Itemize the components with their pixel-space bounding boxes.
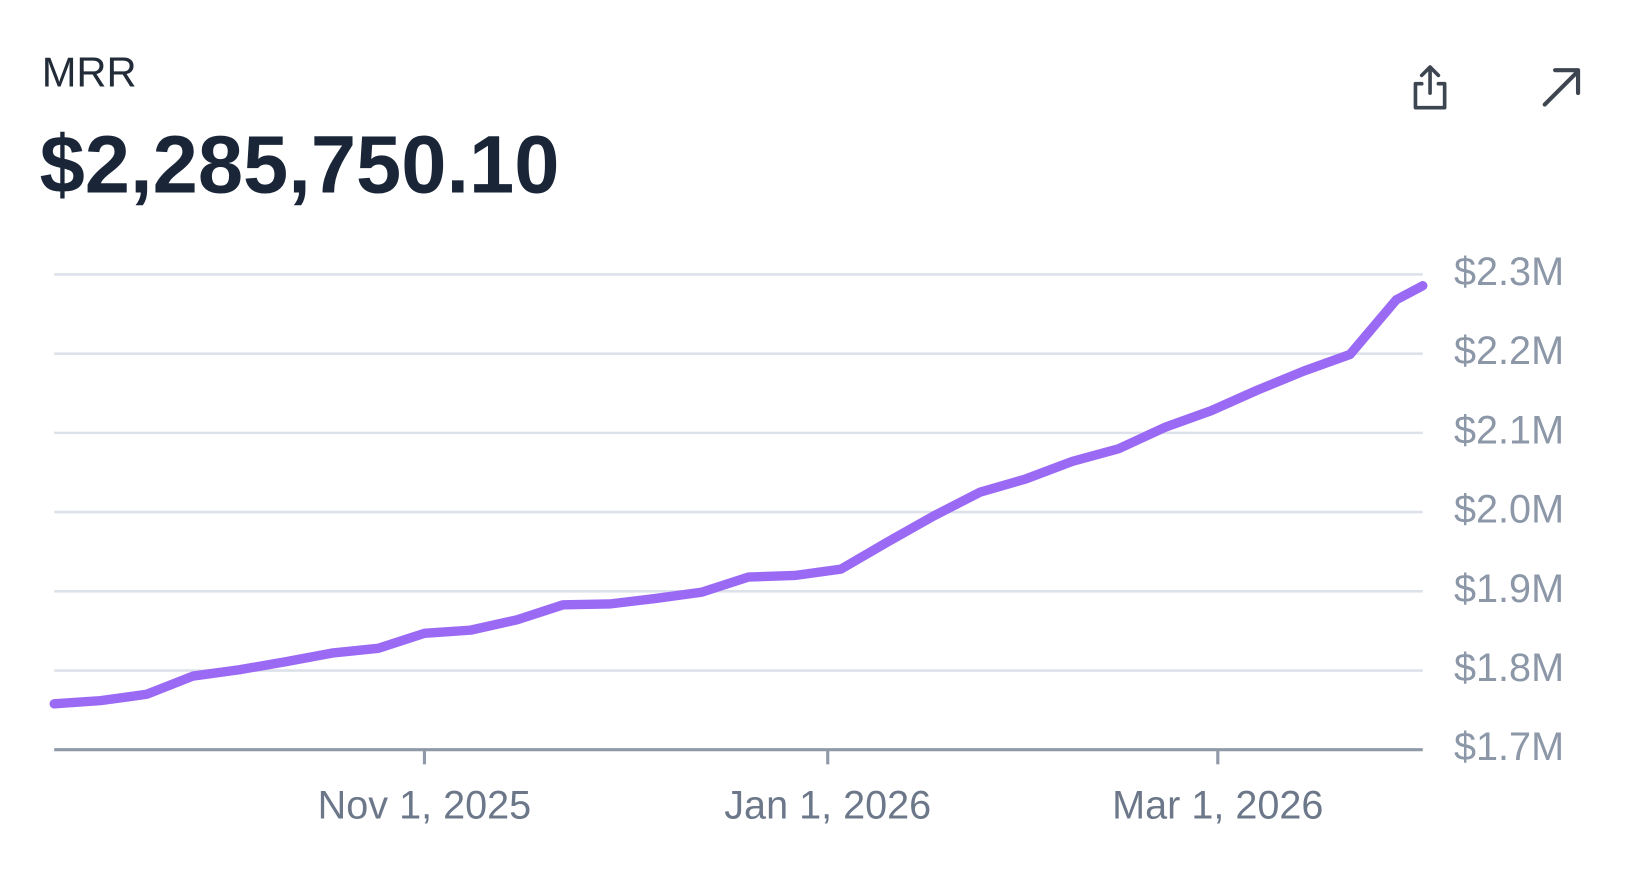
expand-icon	[1542, 68, 1581, 107]
expand-button[interactable]	[1542, 68, 1581, 107]
y-tick-label: $1.7M	[1454, 725, 1564, 769]
y-tick-label: $1.9M	[1454, 567, 1564, 611]
y-tick-label: $1.8M	[1454, 646, 1564, 690]
share-icon-box	[1413, 81, 1447, 110]
y-tick-label: $2.2M	[1454, 329, 1564, 373]
chart-title: MRR	[42, 48, 137, 95]
line-series	[49, 281, 1428, 709]
share-button[interactable]	[1413, 65, 1447, 110]
y-tick-label: $2.3M	[1454, 250, 1564, 294]
headline-value: $2,285,750.10	[40, 120, 560, 211]
x-tick-label: Jan 1, 2026	[724, 784, 931, 828]
share-icon-arrow	[1419, 65, 1441, 95]
y-tick-label: $2.0M	[1454, 488, 1564, 532]
x-tick-label: Nov 1, 2025	[318, 784, 532, 828]
plot-area: $1.7M $1.8M $1.9M $2.0M $2.1M $2.2M $2.3M Nov 1…	[49, 250, 1564, 828]
y-tick-label: $2.1M	[1454, 408, 1564, 452]
x-tick-label: Mar 1, 2026	[1112, 784, 1323, 828]
